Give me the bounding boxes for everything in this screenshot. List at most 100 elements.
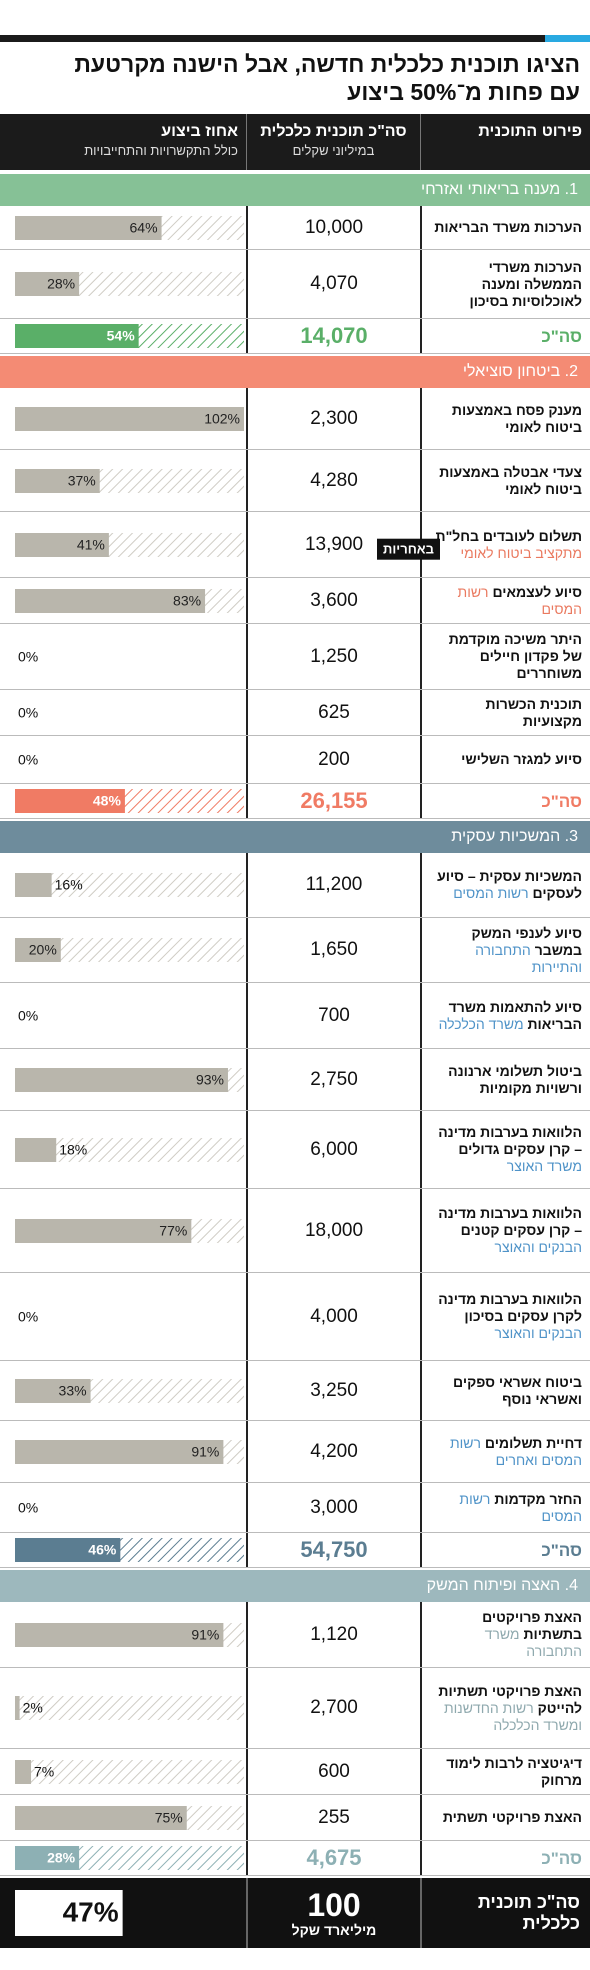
- percent-bar: 102%: [15, 406, 244, 431]
- row-label: דחיית תשלומים: [484, 1434, 582, 1451]
- row: הלוואות בערבות מדינה – קרן עסקים קטנים ה…: [0, 1189, 590, 1273]
- header-title: סה"כ תוכנית כלכלית: [260, 123, 407, 140]
- amount: 2,750: [246, 1049, 420, 1110]
- bar-cell: 91%: [0, 1602, 246, 1667]
- row-label: תוכנית הכשרות מקצועיות: [485, 695, 582, 729]
- amount: 4,280: [246, 450, 420, 511]
- percent-bar: 16%: [15, 873, 244, 897]
- row-label: החזר מקדמות: [494, 1490, 582, 1507]
- row-label: מענק פסח באמצעות ביטוח לאומי: [451, 401, 582, 435]
- bar-fill: [15, 1439, 224, 1464]
- bar-cell: 28%: [0, 250, 246, 318]
- label-cell: סיוע לעצמאים רשות המסים: [420, 578, 590, 623]
- responsible-body: הבנקים והאוצר: [494, 1325, 582, 1341]
- percent-label: 37%: [68, 472, 96, 488]
- row: המשכיות עסקית – סיוע לעסקים רשות המסים 11…: [0, 853, 590, 918]
- label-text: תוכנית הכשרות מקצועיות: [430, 696, 582, 730]
- row-label: האצת פרויקטי תשתיות להייטק: [438, 1682, 582, 1716]
- bar-fill: [15, 1759, 32, 1784]
- bar-fill: [15, 1137, 57, 1162]
- header-title: פירוט התוכנית: [478, 123, 582, 140]
- label-text: האצת פרויקטי תשתיות להייטק רשות החדשנות …: [430, 1683, 582, 1734]
- total-amount: 54,750: [246, 1533, 420, 1567]
- amount: 4,070: [246, 250, 420, 318]
- label-text: מענק פסח באמצעות ביטוח לאומי: [430, 402, 582, 436]
- percent-label: 0%: [18, 1007, 38, 1023]
- bar-remainder: [15, 873, 244, 897]
- bar-fill: [15, 406, 244, 431]
- row: סיוע למגזר השלישי 200 0%: [0, 736, 590, 784]
- percent-bar: 75%: [15, 1805, 244, 1830]
- bar-cell: 33%: [0, 1361, 246, 1420]
- bar-cell: 75%: [0, 1795, 246, 1840]
- table: פירוט התוכנית סה"כ תוכנית כלכלית במיליונ…: [0, 114, 590, 1948]
- bar-fill: [15, 1890, 123, 1936]
- amount: 625: [246, 690, 420, 735]
- header-subtitle: במיליוני שקלים: [292, 143, 375, 158]
- responsible-body: רשות המסים: [453, 885, 529, 901]
- label-cell: מענק פסח באמצעות ביטוח לאומי: [420, 388, 590, 449]
- percent-bar: 2%: [15, 1696, 244, 1720]
- label-cell: דיגיטציה לרבות לימוד מרחוק: [420, 1749, 590, 1794]
- label-cell: הלוואות בערבות מדינה – קרן עסקים קטנים ה…: [420, 1189, 590, 1272]
- label-text: הלוואות בערבות מדינה – קרן עסקים קטנים ה…: [430, 1205, 582, 1256]
- percent-bar: 18%: [15, 1137, 244, 1162]
- amount: 255: [246, 1795, 420, 1840]
- percent-label: 93%: [196, 1071, 224, 1087]
- label-text: סיוע לעצמאים רשות המסים: [430, 584, 582, 618]
- label-cell: דחיית תשלומים רשות המסים ואחרים: [420, 1421, 590, 1482]
- total-row: סה"כ 26,155 48%: [0, 784, 590, 819]
- percent-bar: 47%: [15, 1890, 123, 1936]
- responsible-body: רשות המסים: [457, 583, 582, 617]
- bar-remainder: [15, 1696, 244, 1720]
- row-label: היתר משיכה מוקדמת של פקדון חיילים משוחרר…: [448, 631, 582, 681]
- amount: 18,000: [246, 1189, 420, 1272]
- percent-bar: 0%: [18, 1499, 38, 1515]
- row: סיוע לענפי המשק במשבר התחבורה והתיירות 1,…: [0, 918, 590, 983]
- percent-label: 48%: [93, 793, 122, 809]
- bar-fill: [15, 1622, 224, 1647]
- percent-label: 91%: [191, 1626, 219, 1642]
- amount: 1,250: [246, 624, 420, 689]
- label-cell: תשלום לעובדים בחל"ת מתקציב ביטוח לאומי: [420, 512, 590, 577]
- percent-label: 102%: [204, 410, 240, 426]
- row-label: צעדי אבטלה באמצעות ביטוח לאומי: [439, 463, 582, 497]
- total-amount: 14,070: [246, 319, 420, 353]
- header-row: פירוט התוכנית סה"כ תוכנית כלכלית במיליונ…: [0, 114, 590, 170]
- bar-fill: [15, 1696, 20, 1720]
- responsible-body: רשות החדשנות ומשרד הכלכלה: [443, 1699, 582, 1733]
- row: הערכות משרד הבריאות 10,000 64%: [0, 206, 590, 250]
- row-label: סיוע לעצמאים: [492, 583, 582, 600]
- row: ביטוח אשראי ספקים ואשראי נוסף 3,250 33%: [0, 1361, 590, 1421]
- bar-cell: 0%: [0, 983, 246, 1048]
- percent-bar: 37%: [15, 468, 244, 493]
- percent-bar: 93%: [15, 1067, 244, 1092]
- row: הלוואות בערבות מדינה – קרן עסקים גדולים …: [0, 1111, 590, 1189]
- section-header: 2. ביטחון סוציאלי: [0, 356, 590, 388]
- label-cell: הלוואות בערבות מדינה – קרן עסקים גדולים …: [420, 1111, 590, 1188]
- bar-fill: [15, 1805, 187, 1830]
- percent-label: 0%: [18, 704, 38, 720]
- header-cell: סה"כ תוכנית כלכלית במיליוני שקלים: [246, 114, 420, 170]
- bar-cell: 37%: [0, 450, 246, 511]
- percent-bar: 91%: [15, 1622, 244, 1647]
- top-rule: [0, 35, 590, 42]
- percent-label: 41%: [77, 536, 105, 552]
- row: ביטול תשלומי ארנונה ורשויות מקומיות 2,750…: [0, 1049, 590, 1111]
- bar-cell: 18%: [0, 1111, 246, 1188]
- bar-cell: 20%: [0, 918, 246, 982]
- percent-label: 47%: [63, 1896, 119, 1927]
- amount: 11,200: [246, 853, 420, 917]
- label-cell: הלוואות בערבות מדינה לקרן עסקים בסיכון ה…: [420, 1273, 590, 1360]
- bar-cell: 91%: [0, 1421, 246, 1482]
- label-cell: תוכנית הכשרות מקצועיות: [420, 690, 590, 735]
- amount: 13,900: [246, 512, 420, 577]
- bar-fill: [15, 1218, 192, 1243]
- row-label: הערכות משרדי הממשלה ומענה לאוכלוסיות בסי…: [469, 258, 582, 309]
- bar-cell: 64%: [0, 206, 246, 249]
- bar-fill: [15, 789, 125, 813]
- percent-bar: 28%: [15, 1846, 244, 1870]
- percent-label: 77%: [159, 1222, 187, 1238]
- row-label: דיגיטציה לרבות לימוד מרחוק: [446, 1754, 582, 1788]
- percent-label: 0%: [18, 1308, 38, 1324]
